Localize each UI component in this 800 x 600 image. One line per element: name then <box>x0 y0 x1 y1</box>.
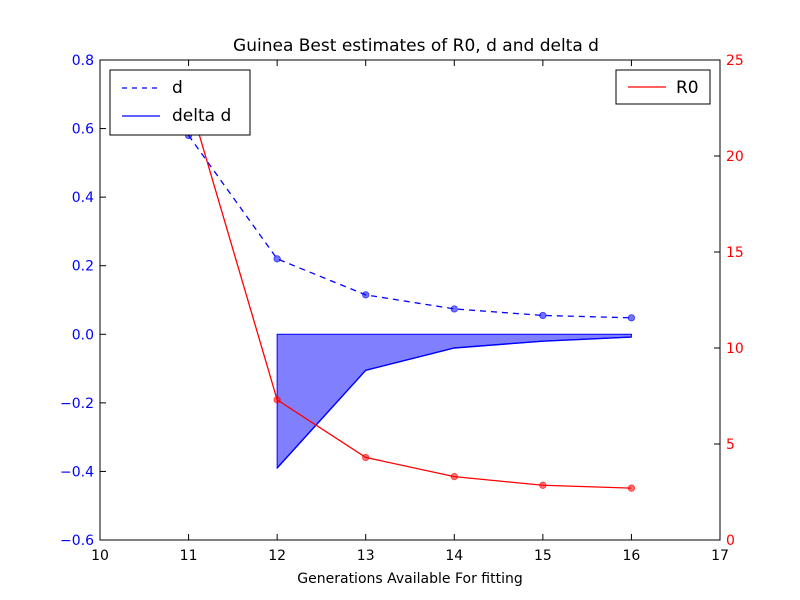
x-axis-label: Generations Available For fitting <box>297 571 522 587</box>
series-delta-d-line <box>276 336 632 469</box>
x-tick-label: 10 <box>91 548 109 564</box>
chart-title: Guinea Best estimates of R0, d and delta… <box>233 36 599 56</box>
legend-delta-d-label: delta d <box>172 106 231 126</box>
series-r0-point <box>362 453 370 462</box>
axes-layer: 10 11 12 13 14 15 16 17 −0.6 −0.4 −0.2 0.0 0.2 0.4 0.6… <box>60 53 744 564</box>
y-right-tick-label: 20 <box>726 149 744 165</box>
series-d-point <box>539 311 547 320</box>
series-r0-point <box>273 396 281 404</box>
y-left-tick-label: −0.6 <box>60 533 94 549</box>
legend-d-label: d <box>172 78 183 98</box>
y-left-tick-label: −0.2 <box>60 396 94 412</box>
series-r0-line <box>187 98 632 489</box>
x-tick-label: 12 <box>268 548 286 564</box>
series-d-point <box>362 291 370 299</box>
series-r0-point <box>627 484 636 492</box>
y-left-tick-label: 0.4 <box>72 190 94 206</box>
legend-r0-label: R0 <box>676 78 699 98</box>
y-left-tick-label: 0.8 <box>72 53 94 69</box>
series-d-point <box>627 314 636 322</box>
x-tick-label: 11 <box>180 548 198 564</box>
legend-left-box <box>109 69 251 136</box>
series-layer <box>184 94 636 492</box>
series-d-point <box>450 305 458 313</box>
y-right-tick-label: 25 <box>726 53 744 69</box>
x-tick-label: 15 <box>534 548 552 564</box>
y-right-tick-label: 15 <box>726 245 744 261</box>
series-d-line <box>188 135 632 319</box>
legend-right: R0 <box>615 69 711 105</box>
x-tick-label: 17 <box>711 548 729 564</box>
y-right-tick-label: 5 <box>726 437 735 453</box>
legend-left: d delta d <box>109 69 251 136</box>
x-tick-label: 14 <box>445 548 463 564</box>
plot-frame <box>99 59 721 541</box>
x-tick-label: 13 <box>357 548 375 564</box>
y-left-tick-label: 0.6 <box>72 122 94 138</box>
y-left-tick-label: 0.2 <box>72 259 94 275</box>
y-right-tick-label: 0 <box>726 533 735 549</box>
x-tick-label: 16 <box>623 548 641 564</box>
series-delta-d-area <box>276 333 632 470</box>
y-left-tick-label: −0.4 <box>60 464 94 480</box>
y-right-tick-label: 10 <box>726 341 744 357</box>
series-d-point <box>273 255 281 263</box>
y-left-tick-label: 0.0 <box>72 327 94 343</box>
series-r0-point <box>450 473 458 481</box>
series-r0-point <box>539 481 547 489</box>
